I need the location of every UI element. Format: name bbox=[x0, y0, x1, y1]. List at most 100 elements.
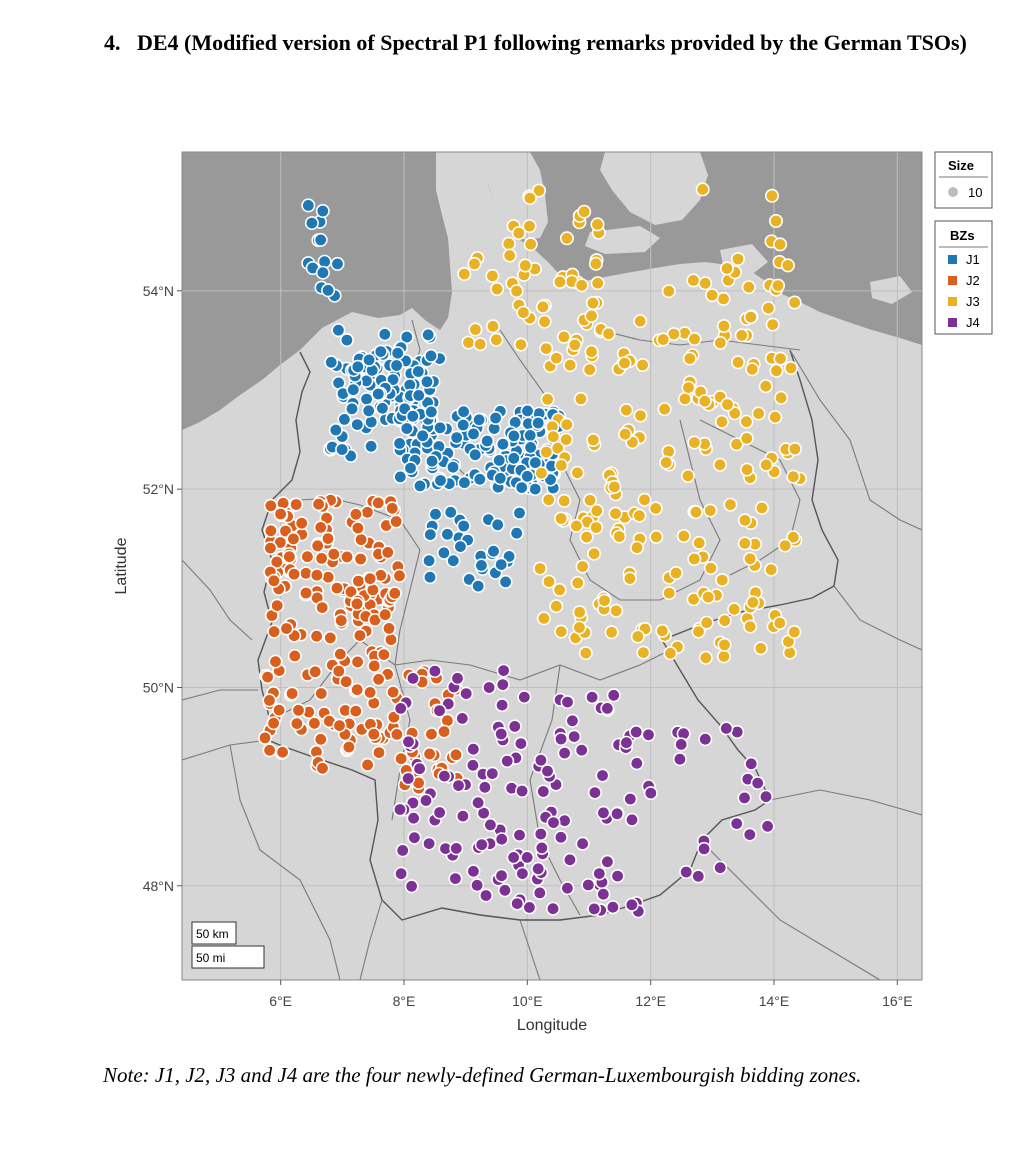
node-point-j3 bbox=[737, 513, 752, 528]
node-point-j1 bbox=[514, 480, 529, 495]
node-point-j2 bbox=[266, 573, 281, 588]
bz-legend-box bbox=[934, 220, 993, 335]
node-point-j3 bbox=[559, 417, 574, 432]
node-point-j2 bbox=[387, 586, 402, 601]
node-point-j2 bbox=[331, 664, 346, 679]
node-point-j1 bbox=[321, 283, 336, 298]
node-point-j3 bbox=[629, 540, 644, 555]
y-tick-label: 54°N bbox=[143, 283, 174, 299]
node-point-j4 bbox=[412, 761, 427, 776]
node-point-j3 bbox=[572, 605, 587, 620]
node-point-j1 bbox=[468, 447, 483, 462]
node-point-j4 bbox=[517, 690, 532, 705]
node-point-j3 bbox=[539, 341, 554, 356]
node-point-j3 bbox=[586, 432, 601, 447]
node-point-j3 bbox=[582, 493, 597, 508]
node-point-j1 bbox=[421, 327, 436, 342]
node-point-j3 bbox=[699, 615, 714, 630]
node-point-j4 bbox=[560, 881, 575, 896]
node-point-j4 bbox=[679, 864, 694, 879]
node-point-j2 bbox=[371, 672, 386, 687]
node-point-j3 bbox=[686, 273, 701, 288]
node-point-j4 bbox=[471, 795, 486, 810]
node-point-j2 bbox=[351, 574, 366, 589]
node-point-j2 bbox=[315, 600, 330, 615]
node-point-j4 bbox=[455, 809, 470, 824]
scale-bar-km bbox=[191, 921, 237, 945]
node-point-j3 bbox=[632, 508, 647, 523]
x-tick-label: 14°E bbox=[759, 993, 790, 1009]
node-point-j3 bbox=[687, 551, 702, 566]
node-point-j4 bbox=[407, 830, 422, 845]
bz-legend-swatch-j4 bbox=[948, 318, 957, 327]
node-point-j2 bbox=[263, 498, 278, 513]
node-point-j3 bbox=[584, 344, 599, 359]
node-point-j3 bbox=[502, 248, 517, 263]
node-point-j1 bbox=[480, 433, 495, 448]
node-point-j3 bbox=[618, 427, 633, 442]
node-point-j4 bbox=[533, 826, 548, 841]
node-point-j3 bbox=[534, 466, 549, 481]
node-point-j3 bbox=[622, 571, 637, 586]
node-point-j1 bbox=[520, 403, 535, 418]
node-point-j3 bbox=[589, 503, 604, 518]
node-point-j3 bbox=[612, 529, 627, 544]
node-point-j2 bbox=[354, 532, 369, 547]
node-point-j4 bbox=[629, 724, 644, 739]
node-point-j3 bbox=[557, 493, 572, 508]
section-title: DE4 (Modified version of Spectral P1 fol… bbox=[137, 30, 967, 55]
node-point-j3 bbox=[786, 530, 801, 545]
node-point-j1 bbox=[488, 410, 503, 425]
node-point-j3 bbox=[734, 328, 749, 343]
node-point-j4 bbox=[536, 784, 551, 799]
node-point-j3 bbox=[745, 362, 760, 377]
node-point-j3 bbox=[597, 593, 612, 608]
node-point-j1 bbox=[428, 507, 443, 522]
node-point-j1 bbox=[506, 428, 521, 443]
node-point-j3 bbox=[697, 394, 712, 409]
node-point-j4 bbox=[450, 671, 465, 686]
node-point-j3 bbox=[585, 296, 600, 311]
node-point-j3 bbox=[549, 599, 564, 614]
node-point-j3 bbox=[457, 266, 472, 281]
node-point-j4 bbox=[495, 677, 510, 692]
node-point-j3 bbox=[636, 645, 651, 660]
node-point-j4 bbox=[393, 701, 408, 716]
node-point-j3 bbox=[540, 392, 555, 407]
node-point-j3 bbox=[688, 505, 703, 520]
node-point-j4 bbox=[515, 783, 530, 798]
node-point-j2 bbox=[332, 718, 347, 733]
node-point-j4 bbox=[506, 850, 521, 865]
node-point-j2 bbox=[313, 732, 328, 747]
section-number: 4. bbox=[104, 30, 121, 55]
node-point-j2 bbox=[311, 497, 326, 512]
node-point-j1 bbox=[375, 401, 390, 416]
node-point-j1 bbox=[523, 440, 538, 455]
node-point-j3 bbox=[659, 455, 674, 470]
node-point-j3 bbox=[630, 629, 645, 644]
node-point-j2 bbox=[380, 545, 395, 560]
node-point-j1 bbox=[424, 404, 439, 419]
node-point-j3 bbox=[578, 646, 593, 661]
node-point-j2 bbox=[308, 664, 323, 679]
node-point-j3 bbox=[778, 538, 793, 553]
node-point-j3 bbox=[698, 276, 713, 291]
node-point-j4 bbox=[595, 768, 610, 783]
node-point-j3 bbox=[655, 623, 670, 638]
node-point-j2 bbox=[339, 674, 354, 689]
node-point-j4 bbox=[596, 805, 611, 820]
state-border bbox=[394, 649, 671, 681]
node-point-j1 bbox=[509, 526, 524, 541]
node-point-j2 bbox=[343, 584, 358, 599]
node-point-j2 bbox=[348, 704, 363, 719]
node-point-j3 bbox=[590, 276, 605, 291]
node-point-j4 bbox=[451, 778, 466, 793]
scale-bar-mi-label: 50 mi bbox=[196, 951, 225, 965]
node-point-j1 bbox=[474, 558, 489, 573]
node-point-j4 bbox=[522, 900, 537, 915]
node-point-j3 bbox=[731, 355, 746, 370]
node-point-j3 bbox=[662, 586, 677, 601]
node-point-j1 bbox=[419, 374, 434, 389]
node-point-j4 bbox=[562, 852, 577, 867]
